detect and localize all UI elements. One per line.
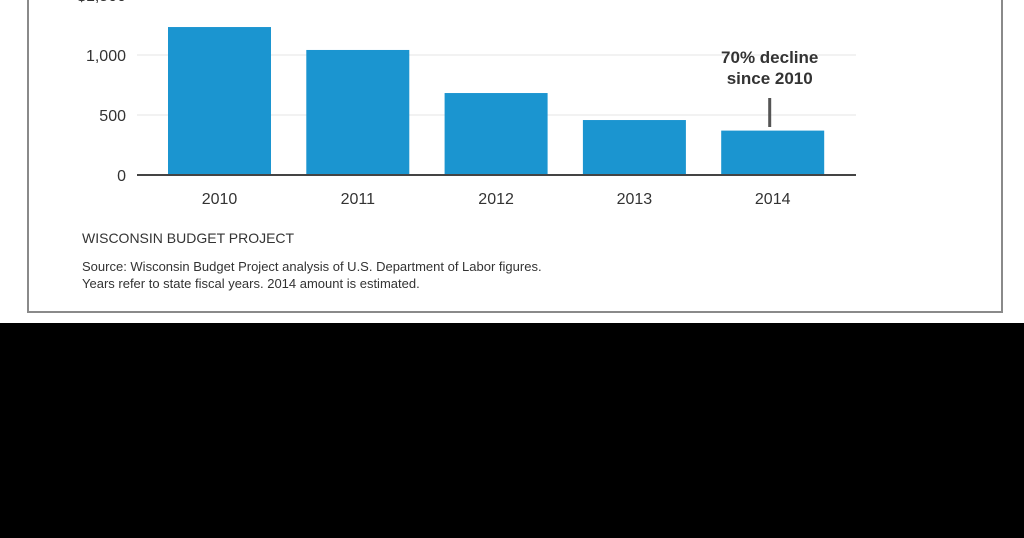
x-tick-label: 2012	[478, 191, 514, 208]
annotation-line-2: since 2010	[727, 69, 813, 88]
x-tick-label: 2014	[755, 191, 791, 208]
annotation-line-1: 70% decline	[721, 48, 818, 67]
y-tick-label: 0	[117, 168, 126, 185]
bar-2011	[306, 49, 410, 175]
x-tick-label: 2010	[202, 191, 238, 208]
source-line-2: Years refer to state fiscal years. 2014 …	[82, 276, 420, 291]
x-tick-label: 2011	[341, 191, 376, 208]
source-line-1: Source: Wisconsin Budget Project analysi…	[82, 259, 542, 274]
bar-2013	[582, 120, 686, 175]
chart-frame	[27, 0, 1003, 313]
bar-2014	[721, 130, 825, 175]
y-tick-label: $1,500	[77, 0, 126, 5]
bar-chart: 0 500 1,000 $1,500 2010 2011 2012 2013 2014 70% d…	[77, 0, 856, 208]
bar-2010	[168, 27, 271, 176]
y-tick-label: 1,000	[86, 48, 126, 65]
chart-panel: 0 500 1,000 $1,500 2010 2011 2012 2013 2014 70% d…	[0, 0, 1024, 323]
y-tick-label: 500	[99, 108, 126, 125]
bar-2012	[444, 93, 548, 175]
organization-label: WISCONSIN BUDGET PROJECT	[82, 230, 295, 246]
source-note: Source: Wisconsin Budget Project analysi…	[82, 258, 542, 292]
x-tick-label: 2013	[617, 191, 653, 208]
